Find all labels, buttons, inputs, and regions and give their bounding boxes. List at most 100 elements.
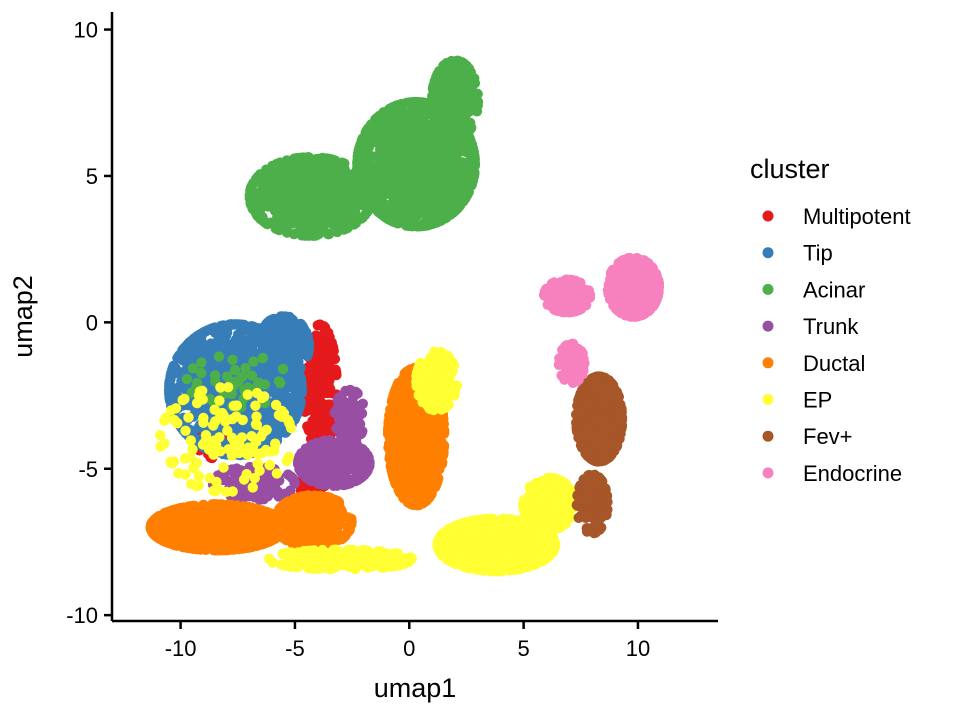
scatter-point: [268, 478, 279, 489]
scatter-point: [293, 197, 305, 208]
scatter-point: [458, 196, 469, 207]
scatter-point: [411, 187, 423, 199]
scatter-point: [390, 100, 402, 112]
scatter-point: [178, 518, 190, 530]
scatter-point: [205, 509, 216, 520]
scatter-point: [331, 197, 342, 209]
scatter-point: [275, 377, 286, 389]
scatter-point: [406, 138, 418, 149]
scatter-point: [361, 186, 372, 197]
scatter-point: [399, 114, 410, 126]
scatter-point: [352, 194, 363, 205]
scatter-point: [350, 476, 361, 487]
scatter-point: [322, 387, 333, 399]
scatter-point: [327, 154, 339, 165]
scatter-point: [274, 224, 285, 236]
scatter-point: [431, 103, 442, 114]
scatter-point: [320, 169, 331, 180]
scatter-point: [280, 171, 291, 182]
scatter-point: [375, 145, 386, 156]
scatter-point: [311, 154, 322, 165]
scatter-point: [349, 452, 361, 463]
scatter-point: [261, 328, 272, 339]
scatter-point: [398, 146, 410, 157]
scatter-point: [424, 210, 436, 221]
scatter-point: [360, 169, 371, 180]
scatter-point: [191, 543, 202, 555]
scatter-point: [277, 320, 288, 331]
scatter-point: [200, 544, 212, 555]
scatter-point: [465, 101, 476, 113]
scatter-point: [196, 357, 207, 368]
scatter-point: [467, 157, 479, 168]
scatter-point: [287, 473, 299, 484]
scatter-point: [298, 152, 309, 163]
scatter-point: [253, 377, 264, 388]
scatter-point: [261, 195, 272, 206]
scatter-point: [237, 423, 248, 435]
scatter-point: [380, 212, 392, 223]
scatter-point: [336, 390, 347, 402]
scatter-point: [304, 403, 316, 414]
scatter-point: [366, 160, 377, 172]
scatter-point: [393, 196, 404, 207]
scatter-point: [279, 215, 290, 226]
scatter-point: [269, 361, 281, 372]
scatter-point: [315, 401, 326, 413]
scatter-point: [400, 164, 411, 175]
scatter-point: [353, 148, 364, 159]
scatter-point: [191, 531, 203, 543]
scatter-point: [418, 201, 429, 213]
scatter-point: [245, 183, 257, 194]
scatter-point: [222, 371, 233, 382]
scatter-point: [319, 326, 330, 337]
scatter-point: [330, 364, 341, 375]
scatter-point: [456, 109, 467, 121]
scatter-point: [177, 355, 189, 366]
scatter-point: [234, 332, 245, 343]
scatter-point: [460, 171, 471, 182]
scatter-point: [246, 502, 257, 513]
scatter-point: [309, 189, 320, 200]
scatter-point: [297, 211, 309, 223]
scatter-point: [187, 500, 198, 512]
scatter-point: [319, 344, 330, 356]
scatter-point: [284, 157, 295, 169]
scatter-point: [196, 367, 207, 379]
scatter-point: [449, 146, 460, 158]
scatter-point: [221, 519, 233, 531]
scatter-point: [331, 423, 342, 434]
scatter-point: [369, 194, 380, 206]
scatter-point: [342, 186, 353, 198]
scatter-point: [343, 199, 354, 210]
scatter-point: [383, 140, 395, 151]
scatter-point: [349, 206, 360, 218]
scatter-point: [389, 178, 400, 189]
scatter-point: [332, 206, 343, 217]
scatter-point: [315, 364, 326, 375]
scatter-point: [311, 437, 322, 449]
scatter-point: [311, 223, 322, 234]
scatter-point: [458, 66, 469, 77]
series-acinar: [181, 55, 484, 413]
scatter-point: [162, 537, 173, 548]
scatter-point: [308, 423, 319, 435]
scatter-point: [304, 163, 315, 174]
scatter-point: [321, 413, 333, 424]
scatter-point: [434, 170, 445, 181]
scatter-point: [285, 354, 296, 365]
scatter-point: [158, 519, 169, 530]
scatter-point: [430, 150, 441, 162]
scatter-point: [417, 157, 429, 168]
scatter-point: [283, 313, 294, 325]
scatter-point: [277, 363, 289, 375]
scatter-point: [308, 212, 319, 223]
scatter-point: [325, 444, 336, 455]
scatter-point: [357, 212, 368, 223]
scatter-point: [257, 480, 269, 492]
scatter-point: [466, 92, 478, 104]
scatter-point: [181, 373, 193, 385]
scatter-point: [365, 119, 377, 130]
scatter-point: [422, 177, 434, 189]
